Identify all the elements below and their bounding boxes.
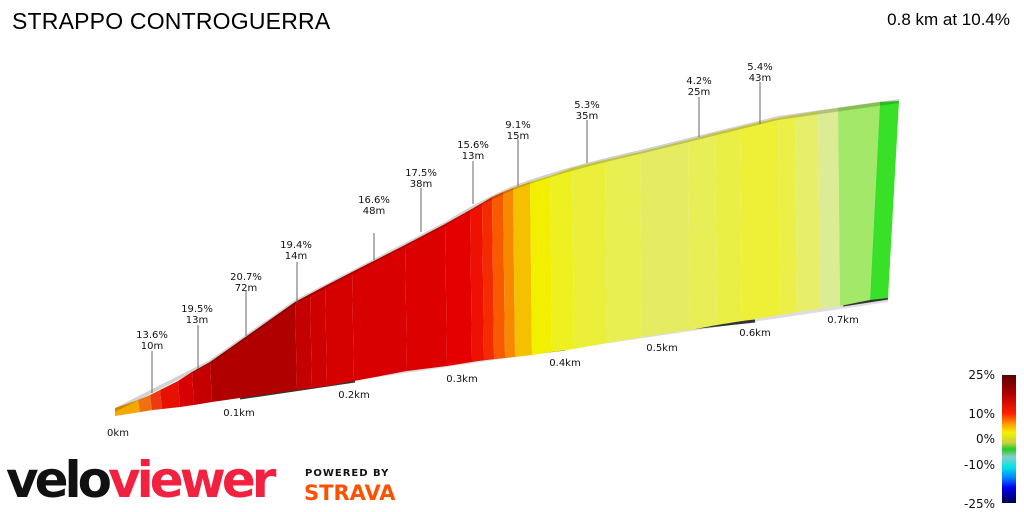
annotation-length: 13m <box>462 151 484 162</box>
x-tick-label: 0.3km <box>446 374 477 385</box>
x-tick-label: 0.5km <box>646 343 677 354</box>
annotation-gradient: 9.1% <box>505 120 530 131</box>
annotations: 13.6% 10m 19.5% 13m 20.7% 72m 19.4% 14m … <box>136 62 773 352</box>
annotation-length: 13m <box>186 315 208 326</box>
annotation-gradient: 13.6% <box>136 330 168 341</box>
x-tick-label: 0.7km <box>827 315 858 326</box>
legend-label: 25% <box>968 368 995 382</box>
x-tick-label: 0km <box>107 428 129 439</box>
annotation-length: 38m <box>410 179 432 190</box>
legend-label: -10% <box>964 458 995 472</box>
gradient-legend: 25% 10% 0% -10% -25% <box>964 368 1016 511</box>
legend-label: 0% <box>976 432 995 446</box>
annotation-length: 72m <box>235 283 257 294</box>
x-tick-label: 0.6km <box>739 328 770 339</box>
x-tick-label: 0.1km <box>223 408 254 419</box>
legend-label: 10% <box>968 407 995 421</box>
legend-label: -25% <box>964 497 995 511</box>
annotation-gradient: 5.4% <box>747 62 772 73</box>
climb-title: STRAPPO CONTROGUERRA <box>12 8 331 34</box>
annotation-gradient: 19.4% <box>280 240 312 251</box>
annotation-length: 14m <box>285 251 307 262</box>
climb-summary: 0.8 km at 10.4% <box>887 10 1010 29</box>
annotation-length: 35m <box>576 111 598 122</box>
annotation-gradient: 5.3% <box>574 100 599 111</box>
profile-segments <box>115 101 899 416</box>
logo-velo: velo <box>6 451 112 509</box>
x-tick-label: 0.2km <box>338 390 369 401</box>
annotation-length: 15m <box>507 131 529 142</box>
x-axis-labels: 0km 0.1km 0.2km 0.3km 0.4km 0.5km 0.6km … <box>107 315 859 439</box>
annotation-leaders <box>151 82 761 393</box>
legend-colorbar <box>1002 375 1016 503</box>
annotation-gradient: 16.6% <box>358 195 390 206</box>
strava-logo: STRAVA <box>304 481 396 505</box>
logo-viewer: viewer <box>108 451 276 509</box>
annotation-gradient: 20.7% <box>230 272 262 283</box>
powered-by-label: POWERED BY <box>305 468 390 479</box>
annotation-gradient: 15.6% <box>457 140 489 151</box>
annotation-gradient: 17.5% <box>405 168 437 179</box>
annotation-length: 48m <box>363 206 385 217</box>
annotation-gradient: 4.2% <box>686 76 711 87</box>
annotation-length: 25m <box>688 87 710 98</box>
annotation-gradient: 19.5% <box>181 304 213 315</box>
annotation-length: 43m <box>749 73 771 84</box>
x-tick-label: 0.4km <box>549 358 580 369</box>
veloviewer-logo: veloviewer <box>6 451 276 509</box>
annotation-length: 10m <box>141 341 163 352</box>
